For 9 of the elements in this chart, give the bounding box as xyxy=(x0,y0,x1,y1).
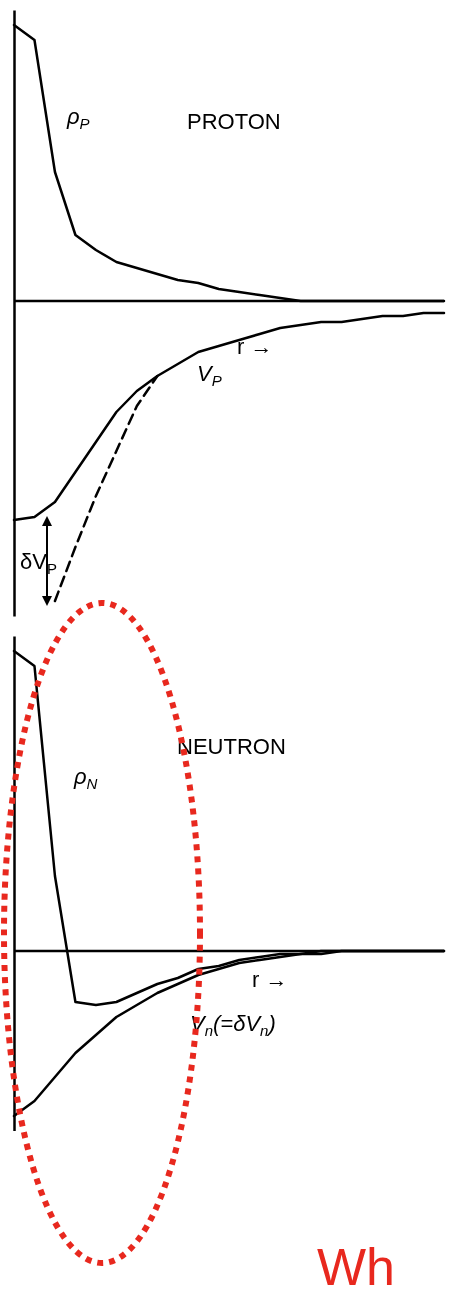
annotation: δV$_{P}$ xyxy=(20,549,57,578)
text: PROTON xyxy=(187,109,281,134)
series-label: ρ$_{N}$ xyxy=(74,764,98,793)
series-label: V$_{P}$ xyxy=(197,361,222,390)
x-axis-title: r → xyxy=(237,334,273,359)
x-axis-title: r → xyxy=(252,967,288,992)
text: Wh xyxy=(317,1238,395,1296)
text: NEUTRON xyxy=(177,734,286,759)
series-label: ρ$_{P}$ xyxy=(67,104,90,133)
